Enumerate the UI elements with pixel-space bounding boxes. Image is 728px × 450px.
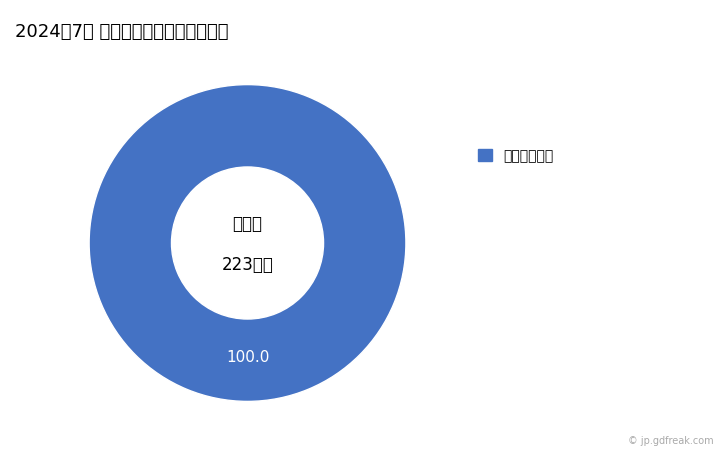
Legend: シンガポール: シンガポール (472, 143, 558, 168)
Text: 223万円: 223万円 (221, 256, 274, 274)
Wedge shape (89, 85, 406, 401)
Text: © jp.gdfreak.com: © jp.gdfreak.com (628, 436, 713, 446)
Text: 100.0: 100.0 (226, 350, 269, 365)
Text: 2024年7月 輸出相手国のシェア（％）: 2024年7月 輸出相手国のシェア（％） (15, 22, 228, 40)
Text: 総　額: 総 額 (232, 215, 263, 233)
